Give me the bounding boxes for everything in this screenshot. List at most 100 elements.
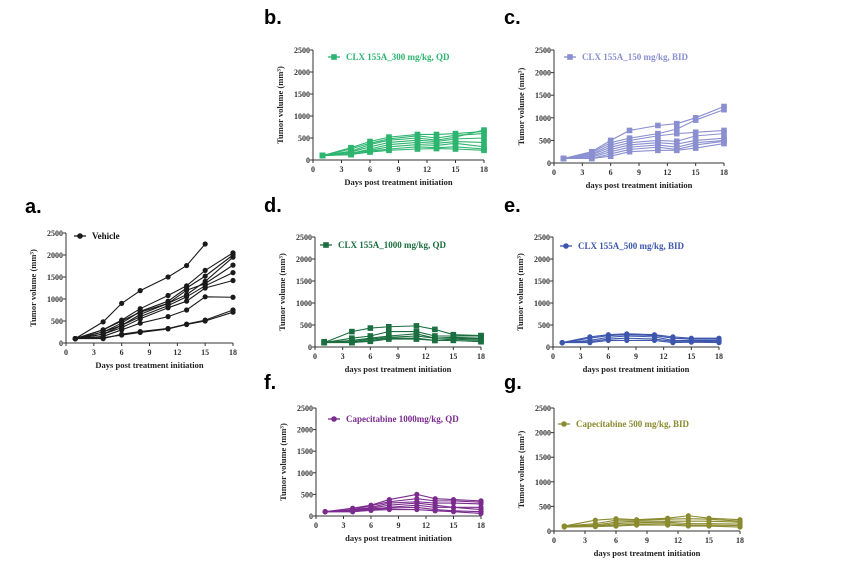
y-tick-label: 500 [539, 136, 551, 145]
y-tick-label: 1000 [294, 112, 310, 121]
data-point [137, 329, 143, 336]
data-point [414, 506, 420, 513]
series-path [562, 337, 720, 344]
y-tick-label: 1000 [297, 469, 313, 478]
series-path [325, 498, 482, 513]
data-point [481, 139, 487, 146]
data-point [605, 337, 611, 343]
legend-marker-icon [567, 54, 573, 60]
y-axis-title: Tumor volume (mm³) [515, 253, 525, 331]
legend: CLX 155A_150 mg/kg, BID [564, 52, 689, 62]
y-axis-title: Tumor volume (mm³) [278, 423, 288, 501]
series-path [324, 325, 482, 344]
x-axis-title: days post treatment initiation [345, 533, 452, 543]
series-path [564, 521, 741, 527]
data-point [165, 305, 171, 311]
series-path [563, 129, 725, 160]
series-path [75, 279, 234, 340]
data-point [184, 321, 190, 328]
data-point [413, 336, 420, 342]
legend: CLX 155A_500 mg/kg, BID [560, 241, 685, 251]
legend-label: CLX 155A_1000 mg/kg, QD [338, 240, 447, 250]
legend-marker-icon [331, 416, 337, 422]
data-point [673, 147, 680, 154]
data-point [230, 277, 236, 284]
y-tick-label: 1500 [297, 447, 313, 456]
data-point [634, 522, 640, 528]
data-point [350, 509, 356, 515]
y-tick-label: 2000 [535, 429, 551, 438]
panel-a: a. 0 3 6 9 12 15 18 0 500 1000 1500 2000 2500 Days pos… [25, 196, 237, 370]
y-tick-label: 500 [298, 134, 310, 143]
data-point [137, 320, 143, 326]
y-tick-label: 2000 [297, 426, 313, 435]
x-tick-label: 12 [674, 536, 682, 545]
data-point [673, 120, 680, 127]
x-tick-label: 6 [606, 352, 610, 361]
data-point [613, 523, 619, 529]
x-axis-title: Days post treatment initiation [344, 177, 452, 187]
data-point [655, 133, 661, 139]
y-tick-label: 2000 [534, 255, 550, 264]
x-tick-label: 18 [229, 348, 237, 357]
legend: CLX 155A_300 mg/kg, QD [328, 52, 450, 62]
y-tick-label: 2500 [296, 233, 312, 242]
x-tick-label: 3 [342, 521, 346, 530]
x-tick-label: 6 [120, 348, 124, 357]
data-point [165, 314, 171, 320]
data-point [692, 117, 699, 123]
series-path [564, 520, 741, 527]
y-tick-label: 500 [51, 317, 63, 326]
data-point [100, 335, 106, 341]
y-axis-title: Tumor volume (mm³) [516, 68, 526, 146]
y-tick-label: 1000 [534, 299, 550, 308]
data-point [137, 316, 143, 322]
data-point [433, 131, 440, 138]
data-point [481, 130, 487, 137]
data-point [624, 337, 630, 343]
data-point [386, 506, 392, 513]
data-point [692, 145, 699, 151]
data-point [184, 262, 190, 269]
y-tick-label: 1500 [47, 273, 63, 282]
data-point [626, 148, 633, 155]
series-path [75, 296, 234, 340]
data-point [655, 122, 661, 129]
data-point [202, 285, 208, 291]
legend: CLX 155A_1000 mg/kg, QD [320, 240, 447, 250]
y-tick-label: 1000 [535, 478, 551, 487]
x-tick-label: 15 [201, 348, 209, 357]
y-tick-label: 1000 [47, 295, 63, 304]
x-tick-label: 9 [397, 165, 401, 174]
x-tick-label: 15 [687, 352, 695, 361]
data-point [202, 318, 208, 324]
series-line-4 [72, 254, 236, 342]
y-tick-label: 2000 [296, 255, 312, 264]
y-tick-label: 0 [59, 339, 63, 348]
data-point [721, 130, 727, 137]
legend-label: Capecitabine 1000mg/kg, QD [346, 414, 459, 424]
series-path [563, 137, 725, 160]
series-line-8 [319, 145, 487, 159]
data-point [202, 241, 208, 247]
x-tick-label: 15 [450, 521, 458, 530]
x-axis-title: Days post treatment initiation [95, 360, 203, 370]
series-path [563, 105, 725, 160]
y-axis-title: Tumor volume (mm³) [275, 66, 285, 144]
data-point [368, 507, 374, 513]
series-path [324, 333, 482, 344]
data-point [665, 522, 671, 528]
x-tick-label: 12 [422, 521, 430, 530]
data-point [450, 500, 457, 506]
series-path [563, 139, 725, 160]
series-path [322, 129, 485, 157]
data-point [137, 309, 143, 315]
data-point [450, 337, 457, 344]
data-point [721, 106, 727, 113]
x-axis-title: days post treatment initiation [345, 364, 452, 374]
legend-label: Capecitabine 500 mg/kg, BID [576, 419, 690, 429]
x-tick-label: 12 [660, 352, 668, 361]
x-axis-title: days post treatment initiation [583, 364, 690, 374]
y-tick-label: 2500 [297, 404, 313, 413]
x-tick-label: 15 [449, 352, 457, 361]
